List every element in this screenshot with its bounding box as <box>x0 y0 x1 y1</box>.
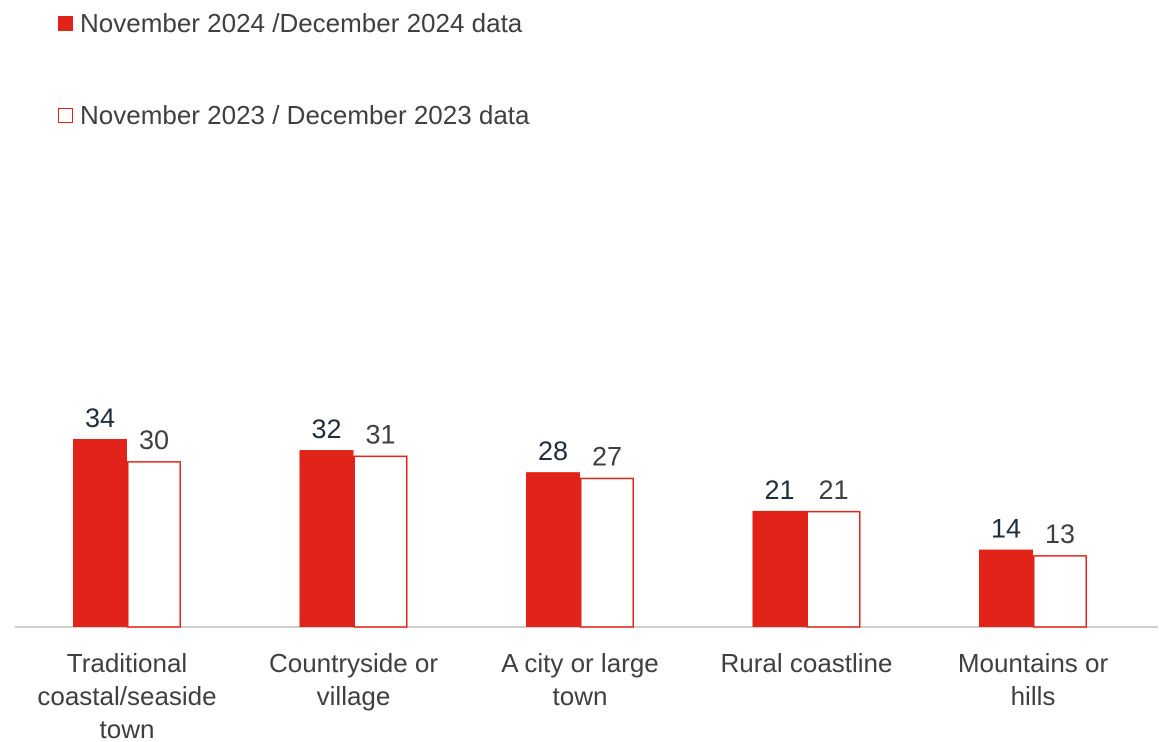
bar-series-1 <box>526 472 580 627</box>
data-label: 31 <box>365 420 395 450</box>
bar-series-2 <box>353 455 408 628</box>
data-label: 30 <box>139 425 169 455</box>
bar-series-2 <box>806 510 861 628</box>
bar-series-1 <box>979 549 1033 627</box>
bar-series-1 <box>73 439 127 627</box>
data-label: 13 <box>1045 519 1075 549</box>
legend-label: November 2023 / December 2023 data <box>80 100 530 130</box>
x-tick-label: Traditional coastal/seaside town <box>37 648 216 742</box>
data-label: 27 <box>592 442 622 472</box>
x-tick-label: Rural coastline <box>721 648 893 678</box>
bar-series-1 <box>299 450 354 627</box>
x-tick-label: Mountains or hills <box>958 648 1109 711</box>
data-label: 14 <box>991 514 1021 544</box>
data-label: 28 <box>538 436 568 466</box>
legend-label: November 2024 /December 2024 data <box>80 8 523 38</box>
legend-swatch-outline <box>58 108 73 123</box>
x-tick-label: A city or large town <box>501 648 659 711</box>
data-label: 21 <box>764 475 794 505</box>
data-label: 34 <box>85 403 115 433</box>
bar-series-2 <box>580 477 634 628</box>
data-label: 21 <box>818 475 848 505</box>
x-tick-label: Countryside or village <box>269 648 438 711</box>
data-label: 32 <box>311 414 341 444</box>
legend-swatch-solid <box>58 16 73 31</box>
bar-series-2 <box>127 461 181 628</box>
bar-series-1 <box>752 510 807 627</box>
bar-series-2 <box>1033 555 1087 628</box>
